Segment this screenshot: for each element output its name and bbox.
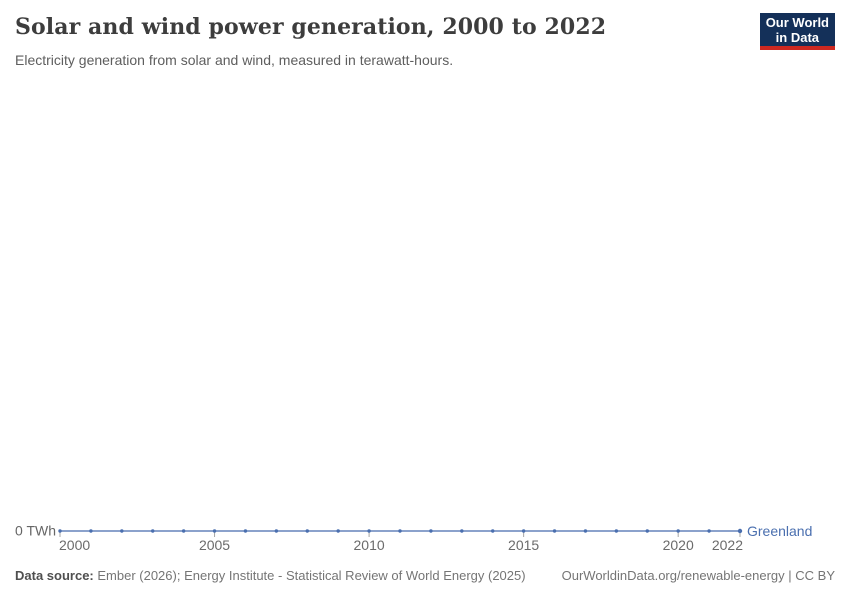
data-point[interactable] [58,529,62,533]
x-tick-label: 2010 [354,537,385,553]
page-title: Solar and wind power generation, 2000 to… [15,14,607,40]
data-point[interactable] [181,529,186,533]
x-tick-label: 2015 [508,537,539,553]
data-point[interactable] [336,529,340,533]
chart-footer: Data source: Ember (2026); Energy Instit… [15,568,835,583]
data-point[interactable] [460,529,464,533]
data-point[interactable] [583,529,588,533]
attribution: OurWorldinData.org/renewable-energy | CC… [561,568,835,583]
x-tick-label: 2005 [199,537,230,553]
chart-subtitle: Electricity generation from solar and wi… [15,52,454,68]
data-point[interactable] [707,529,711,533]
data-point[interactable] [614,529,619,533]
logo-line1: Our World [765,15,829,30]
data-point[interactable] [491,529,495,533]
data-point[interactable] [151,529,155,533]
data-point[interactable] [367,529,371,533]
x-tick-label: 2000 [59,537,90,553]
data-point[interactable] [120,529,124,533]
data-point[interactable] [737,528,743,534]
x-tick-label: 2020 [663,537,694,553]
logo-line2: in Data [775,30,820,45]
data-source-label: Data source: [15,568,94,583]
y-axis-zero-label: 0 TWh [15,523,56,539]
data-point[interactable] [676,529,680,533]
data-point[interactable] [398,529,402,533]
data-point[interactable] [212,529,217,533]
data-point[interactable] [645,529,649,533]
data-point[interactable] [429,529,433,533]
data-point[interactable] [305,529,309,533]
series-label: Greenland [747,523,812,539]
owid-logo: Our World in Data [759,13,835,50]
data-point[interactable] [89,529,93,533]
data-point[interactable] [274,529,279,533]
data-source-text: Ember (2026); Energy Institute - Statist… [93,568,526,583]
data-point[interactable] [521,529,526,533]
x-tick-label: 2022 [712,537,743,553]
data-point[interactable] [552,529,557,533]
data-point[interactable] [243,529,248,533]
data-source: Data source: Ember (2026); Energy Instit… [15,568,526,583]
